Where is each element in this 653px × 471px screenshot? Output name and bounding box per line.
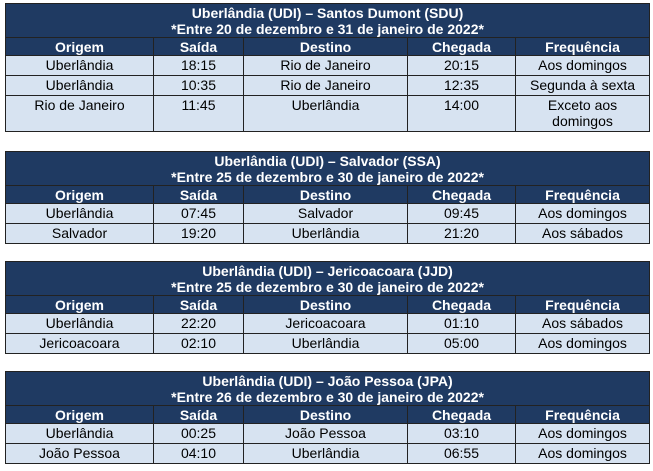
arrival-cell: 03:10 [407, 423, 516, 444]
header-frequencia: Frequência [514, 295, 651, 314]
route-title: Uberlândia (UDI) – Jericoacoara (JJD) [202, 263, 453, 279]
table-row: Salvador 19:20 Uberlândia 21:20 Aos sába… [5, 223, 651, 244]
route-title: Uberlândia (UDI) – Salvador (SSA) [214, 153, 441, 169]
destination-cell: Uberlândia [243, 443, 408, 464]
header-saida: Saída [153, 185, 244, 204]
arrival-cell: 12:35 [407, 75, 516, 96]
table-row: Uberlândia 18:15 Rio de Janeiro 20:15 Ao… [5, 55, 651, 76]
date-range: *Entre 26 de dezembro e 30 de janeiro de… [171, 389, 484, 405]
frequency-cell: Aos domingos [514, 423, 651, 444]
origin-cell: Uberlândia [5, 203, 154, 224]
date-range: *Entre 20 de dezembro e 31 de janeiro de… [171, 21, 484, 37]
header-destino: Destino [243, 185, 408, 204]
route-title: Uberlândia (UDI) – João Pessoa (JPA) [202, 373, 453, 389]
departure-cell: 02:10 [153, 333, 244, 354]
destination-cell: Uberlândia [243, 333, 408, 354]
table-row: João Pessoa 04:10 Uberlândia 06:55 Aos d… [5, 443, 651, 464]
departure-cell: 19:20 [153, 223, 244, 244]
origin-cell: João Pessoa [5, 443, 154, 464]
destination-cell: Uberlândia [243, 95, 408, 132]
date-range: *Entre 25 de dezembro e 30 de janeiro de… [171, 169, 484, 185]
destination-cell: Jericoacoara [243, 313, 408, 334]
flight-table-jjd: Uberlândia (UDI) – Jericoacoara (JJD) *E… [4, 261, 651, 354]
arrival-cell: 21:20 [407, 223, 516, 244]
header-chegada: Chegada [407, 405, 516, 424]
header-chegada: Chegada [407, 295, 516, 314]
flight-table-sdu: Uberlândia (UDI) – Santos Dumont (SDU) *… [4, 3, 651, 132]
frequency-cell: Aos sábados [514, 313, 651, 334]
frequency-cell: Aos domingos [514, 203, 651, 224]
departure-cell: 10:35 [153, 75, 244, 96]
origin-cell: Uberlândia [5, 313, 154, 334]
arrival-cell: 01:10 [407, 313, 516, 334]
table-row: Uberlândia 10:35 Rio de Janeiro 12:35 Se… [5, 75, 651, 96]
header-saida: Saída [153, 295, 244, 314]
frequency-cell: Aos domingos [514, 443, 651, 464]
destination-cell: João Pessoa [243, 423, 408, 444]
departure-cell: 11:45 [153, 95, 244, 132]
table-row: Uberlândia 00:25 João Pessoa 03:10 Aos d… [5, 423, 651, 444]
header-saida: Saída [153, 37, 244, 56]
arrival-cell: 14:00 [407, 95, 516, 132]
header-frequencia: Frequência [514, 37, 651, 56]
origin-cell: Rio de Janeiro [5, 95, 154, 132]
flight-table-ssa: Uberlândia (UDI) – Salvador (SSA) *Entre… [4, 151, 651, 244]
table-title: Uberlândia (UDI) – Santos Dumont (SDU) *… [4, 3, 651, 38]
departure-cell: 04:10 [153, 443, 244, 464]
flight-table-jpa: Uberlândia (UDI) – João Pessoa (JPA) *En… [4, 371, 651, 464]
header-frequencia: Frequência [514, 405, 651, 424]
route-title: Uberlândia (UDI) – Santos Dumont (SDU) [191, 5, 464, 21]
departure-cell: 18:15 [153, 55, 244, 76]
destination-cell: Rio de Janeiro [243, 55, 408, 76]
table-row: Uberlândia 07:45 Salvador 09:45 Aos domi… [5, 203, 651, 224]
table-title: Uberlândia (UDI) – João Pessoa (JPA) *En… [4, 371, 651, 406]
origin-cell: Uberlândia [5, 55, 154, 76]
arrival-cell: 20:15 [407, 55, 516, 76]
header-saida: Saída [153, 405, 244, 424]
arrival-cell: 05:00 [407, 333, 516, 354]
header-destino: Destino [243, 37, 408, 56]
header-chegada: Chegada [407, 185, 516, 204]
destination-cell: Salvador [243, 203, 408, 224]
header-frequencia: Frequência [514, 185, 651, 204]
arrival-cell: 09:45 [407, 203, 516, 224]
table-row: Jericoacoara 02:10 Uberlândia 05:00 Aos … [5, 333, 651, 354]
header-origem: Origem [5, 405, 154, 424]
frequency-cell: Aos domingos [514, 333, 651, 354]
frequency-cell: Aos domingos [514, 55, 651, 76]
frequency-cell: Exceto aos domingos [514, 95, 651, 132]
table-title: Uberlândia (UDI) – Jericoacoara (JJD) *E… [4, 261, 651, 296]
header-origem: Origem [5, 295, 154, 314]
origin-cell: Jericoacoara [5, 333, 154, 354]
origin-cell: Uberlândia [5, 75, 154, 96]
header-destino: Destino [243, 295, 408, 314]
destination-cell: Uberlândia [243, 223, 408, 244]
frequency-cell: Aos sábados [514, 223, 651, 244]
table-title: Uberlândia (UDI) – Salvador (SSA) *Entre… [4, 151, 651, 186]
destination-cell: Rio de Janeiro [243, 75, 408, 96]
departure-cell: 00:25 [153, 423, 244, 444]
table-row: Rio de Janeiro 11:45 Uberlândia 14:00 Ex… [5, 95, 651, 132]
arrival-cell: 06:55 [407, 443, 516, 464]
departure-cell: 07:45 [153, 203, 244, 224]
header-origem: Origem [5, 37, 154, 56]
origin-cell: Uberlândia [5, 423, 154, 444]
origin-cell: Salvador [5, 223, 154, 244]
header-chegada: Chegada [407, 37, 516, 56]
departure-cell: 22:20 [153, 313, 244, 334]
table-row: Uberlândia 22:20 Jericoacoara 01:10 Aos … [5, 313, 651, 334]
header-destino: Destino [243, 405, 408, 424]
header-origem: Origem [5, 185, 154, 204]
frequency-cell: Segunda à sexta [514, 75, 651, 96]
date-range: *Entre 25 de dezembro e 30 de janeiro de… [171, 279, 484, 295]
